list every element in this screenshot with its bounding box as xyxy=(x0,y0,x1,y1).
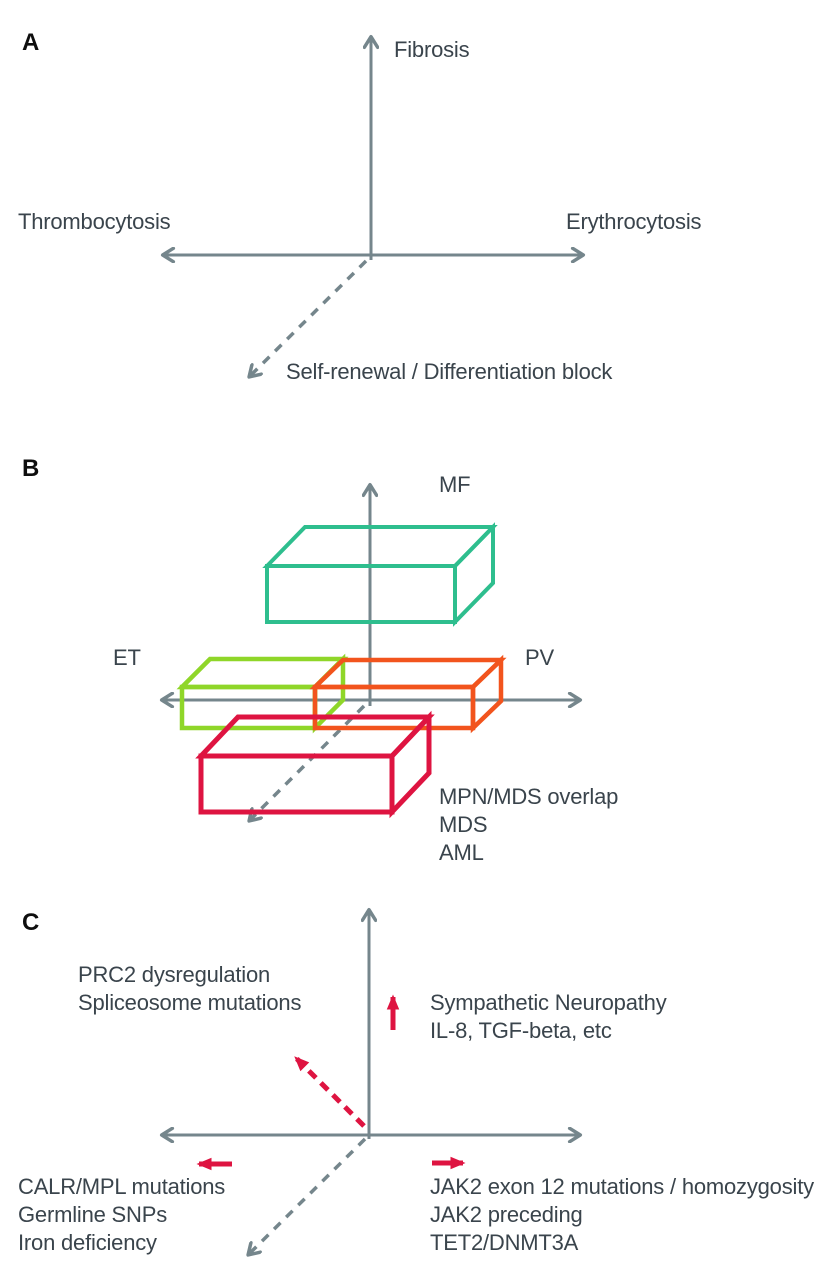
panel-c-letter: C xyxy=(22,909,40,936)
panel-b-z-label-line: AML xyxy=(439,840,484,865)
panel-c-left-line: Germline SNPs xyxy=(18,1202,167,1227)
panel-c-arrows xyxy=(196,994,466,1171)
panel-c-left-line: Iron deficiency xyxy=(18,1230,157,1255)
panel-a-x-left-label: Thrombocytosis xyxy=(18,209,171,234)
panel-c-up-label-block: Sympathetic Neuropathy IL-8, TGF-beta, e… xyxy=(430,989,667,1045)
panel-b-x-left-label: ET xyxy=(113,645,141,670)
panel-a-z-axis-label: Self-renewal / Differentiation block xyxy=(286,359,613,384)
pv-box xyxy=(309,654,507,734)
panel-b-letter: B xyxy=(22,455,40,482)
panel-c-left-line: CALR/MPL mutations xyxy=(18,1174,226,1199)
panel-c-right-line: JAK2 exon 12 mutations / homozygosity xyxy=(430,1174,814,1199)
panel-b-x-right-label: PV xyxy=(525,645,554,670)
panel-a-y-axis-label: Fibrosis xyxy=(394,37,470,62)
panel-a-x-right-label: Erythrocytosis xyxy=(566,209,702,234)
panel-b-axes xyxy=(163,486,579,820)
panel-c-right-line: JAK2 preceding xyxy=(430,1202,583,1227)
panel-b-z-label-line: MDS xyxy=(439,812,488,837)
panel-c-z-axis-dashed xyxy=(249,1137,367,1254)
panel-b-z-axis-dashed xyxy=(250,704,366,820)
panel-c-up-left-label-block: PRC2 dysregulation Spliceosome mutations xyxy=(78,961,301,1017)
panel-c-left-label-block: CALR/MPL mutations Germline SNPs Iron de… xyxy=(18,1173,225,1257)
panel-a-z-axis-dashed xyxy=(250,259,368,376)
mpn-mds-aml-box xyxy=(195,710,435,819)
panel-b-z-label-line: MPN/MDS overlap xyxy=(439,784,619,809)
panel-c-axes xyxy=(163,911,579,1254)
panel-c-up-left-line: Spliceosome mutations xyxy=(78,990,302,1015)
mf-box xyxy=(262,522,498,627)
panel-c-right-label-block: JAK2 exon 12 mutations / homozygosity JA… xyxy=(430,1173,814,1257)
diagonal-dashed-arrow-icon xyxy=(294,1056,366,1128)
panel-c-up-left-line: PRC2 dysregulation xyxy=(78,962,271,987)
panel-b-z-axis-label-block: MPN/MDS overlap MDS AML xyxy=(439,783,618,867)
panel-a-letter: A xyxy=(22,29,40,56)
panel-c-right-line: TET2/DNMT3A xyxy=(430,1230,579,1255)
panel-b-y-axis-label: MF xyxy=(439,472,471,497)
panel-a-axes xyxy=(164,38,582,376)
panel-c-up-line: IL-8, TGF-beta, etc xyxy=(430,1018,612,1043)
panel-c-up-line: Sympathetic Neuropathy xyxy=(430,990,667,1015)
